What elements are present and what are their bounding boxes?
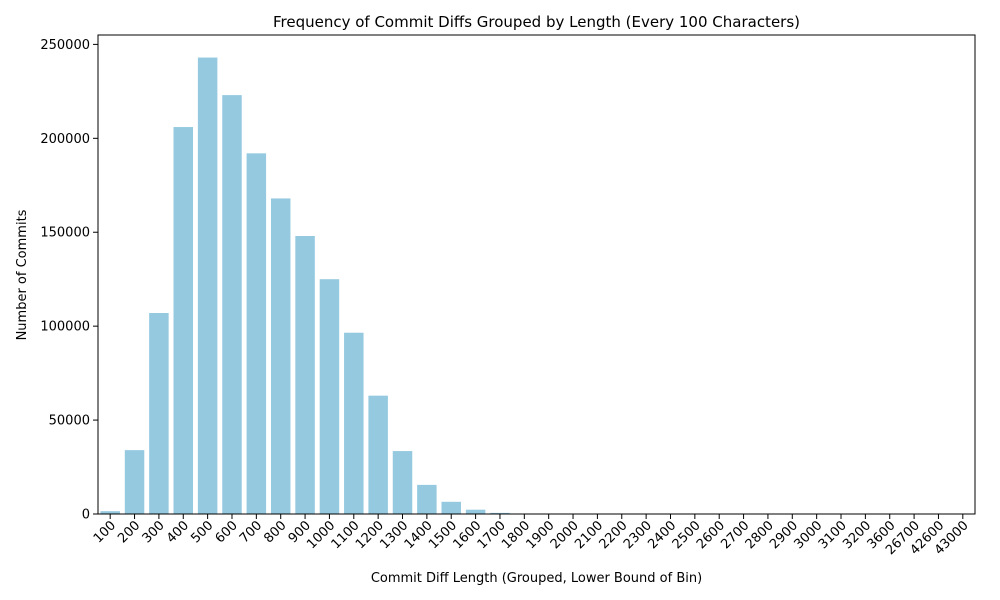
x-tick-label: 300 [140,518,168,546]
y-tick-label: 150000 [40,226,90,241]
bar-1300 [392,451,413,514]
x-axis-label: Commit Diff Length (Grouped, Lower Bound… [371,571,702,586]
bar-200 [124,450,145,514]
x-tick-label: 500 [188,518,216,546]
bar-400 [173,127,194,514]
x-tick-label: 400 [164,518,192,546]
bar-900 [295,235,315,514]
y-tick-label: 200000 [40,132,90,147]
x-tick-label: 200 [115,518,143,546]
chart-title: Frequency of Commit Diffs Grouped by Len… [273,13,800,31]
x-tick-label: 100 [91,518,119,546]
bar-800 [270,198,291,514]
x-tick-label: 600 [213,518,241,546]
bar-500 [197,57,218,515]
y-tick-label: 50000 [49,414,90,429]
bars-group [100,57,973,515]
y-tick-label: 100000 [40,320,90,335]
y-axis: 0 50000 100000 150000 200000 250000 [40,38,98,523]
bar-700 [246,153,267,514]
bar-1600 [465,509,486,514]
bar-1200 [368,395,388,514]
bar-1400 [417,484,437,514]
plot-frame [97,34,976,515]
bar-600 [222,95,242,514]
bar-300 [149,313,169,514]
x-tick-label: 700 [237,518,265,546]
x-tick-label: 800 [261,518,289,546]
bar-1100 [344,332,364,514]
y-tick-label: 250000 [40,38,90,53]
bar-1700 [490,512,510,514]
bar-1500 [441,501,461,514]
y-tick-label: 0 [82,508,90,523]
bar-1000 [319,279,340,514]
x-axis: 1002003004005006007008009001000110012001… [91,514,972,558]
bar-100 [100,511,120,514]
y-axis-label: Number of Commits [15,209,30,340]
